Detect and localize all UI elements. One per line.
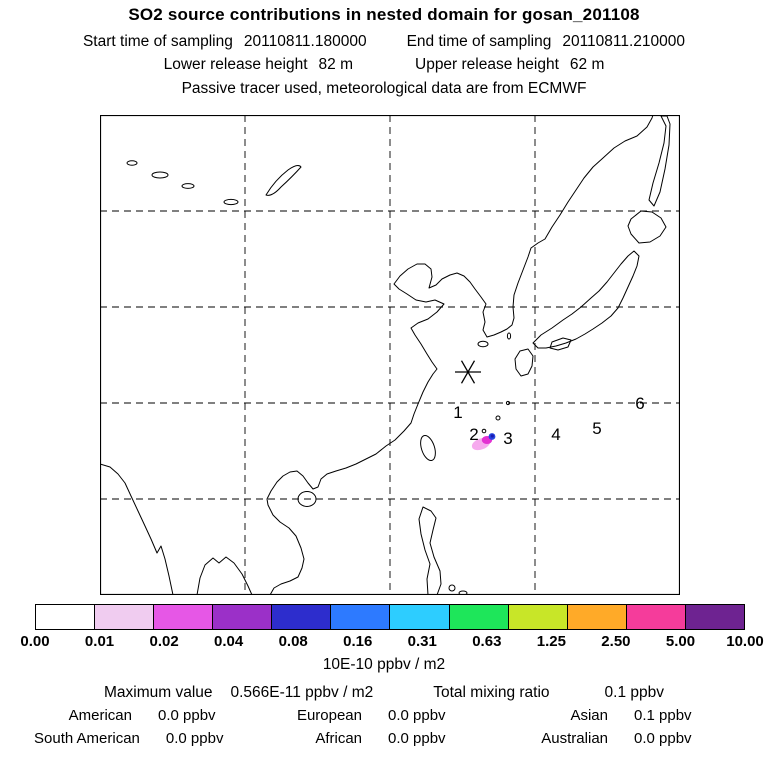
source-markers: 1 2 3 4 5 6 xyxy=(453,394,644,448)
lower-release-height: Lower release height 82 m xyxy=(163,56,353,73)
colorbar-segment xyxy=(566,605,626,629)
colorbar-tick: 10.00 xyxy=(726,633,764,650)
region-stat-asian: Asian 0.1 ppbv xyxy=(570,707,692,724)
colorbar-tick: 0.01 xyxy=(84,633,115,650)
source-marker-3: 3 xyxy=(503,429,512,448)
colorbar-tick: 0.31 xyxy=(407,633,437,650)
region-stat-american: American 0.0 ppbv xyxy=(68,707,216,724)
region-stat-african: African 0.0 ppbv xyxy=(315,730,446,747)
colorbar-segment xyxy=(94,605,154,629)
summary-stats: Maximum value 0.566E-11 ppbv / m2 Total … xyxy=(0,684,768,702)
colorbar-tick: 1.25 xyxy=(536,633,566,650)
colorbar-tick: 0.63 xyxy=(472,633,502,650)
source-marker-4: 4 xyxy=(551,425,560,444)
max-value-label: Maximum value xyxy=(103,684,213,701)
colorbar-tick: 0.16 xyxy=(343,633,373,650)
colorbar-segment xyxy=(271,605,331,629)
region-stat-european: European 0.0 ppbv xyxy=(296,707,446,724)
figure-title: SO2 source contributions in nested domai… xyxy=(128,5,640,24)
plume-core-center xyxy=(490,434,494,438)
tracer-note-line: Passive tracer used, meteorological data… xyxy=(181,80,587,97)
colorbar xyxy=(35,604,745,630)
region-stats: American 0.0 ppbv European 0.0 ppbv Asia… xyxy=(34,707,740,747)
sampling-time-line: Start time of sampling 20110811.180000 En… xyxy=(0,33,768,51)
colorbar-tick: 0.02 xyxy=(149,633,179,650)
source-marker-2: 2 xyxy=(469,425,478,444)
colorbar-units: 10E-10 ppbv / m2 xyxy=(322,656,446,673)
coastlines xyxy=(100,115,671,595)
colorbar-tick: 2.50 xyxy=(601,633,631,650)
release-height-line: Lower release height 82 m Upper release h… xyxy=(0,56,768,74)
gridlines xyxy=(100,115,680,595)
colorbar-segment xyxy=(448,605,508,629)
upper-release-height: Upper release height 62 m xyxy=(415,56,605,73)
colorbar-segment xyxy=(507,605,567,629)
map-panel: 1 2 3 4 5 6 xyxy=(100,115,680,595)
end-time: End time of sampling 20110811.210000 xyxy=(406,33,686,50)
region-stat-south-american: South American 0.0 ppbv xyxy=(34,730,224,747)
colorbar-tick: 0.08 xyxy=(278,633,308,650)
colorbar-segment xyxy=(212,605,272,629)
colorbar-segment xyxy=(36,605,95,629)
start-time: Start time of sampling 20110811.180000 xyxy=(82,33,367,50)
colorbar-segment xyxy=(389,605,449,629)
plume xyxy=(471,433,496,451)
colorbar-segment xyxy=(625,605,685,629)
source-marker-6: 6 xyxy=(635,394,644,413)
receptor-star-icon xyxy=(455,360,481,384)
total-mixing-ratio-label: Total mixing ratio xyxy=(433,684,550,701)
colorbar-tick: 0.04 xyxy=(214,633,244,650)
colorbar-segment xyxy=(684,605,744,629)
colorbar-tick: 5.00 xyxy=(665,633,696,650)
colorbar-segment xyxy=(330,605,390,629)
colorbar-segment xyxy=(153,605,213,629)
colorbar-tick: 0.00 xyxy=(20,633,50,650)
max-value: 0.566E-11 ppbv / m2 xyxy=(230,684,374,701)
colorbar-labels: 0.00 0.01 0.02 0.04 0.08 0.16 0.31 0.63 … xyxy=(20,633,763,651)
source-marker-1: 1 xyxy=(453,403,462,422)
source-marker-5: 5 xyxy=(592,419,601,438)
total-mixing-ratio-value: 0.1 ppbv xyxy=(604,684,665,701)
region-stat-australian: Australian 0.0 ppbv xyxy=(541,730,692,747)
